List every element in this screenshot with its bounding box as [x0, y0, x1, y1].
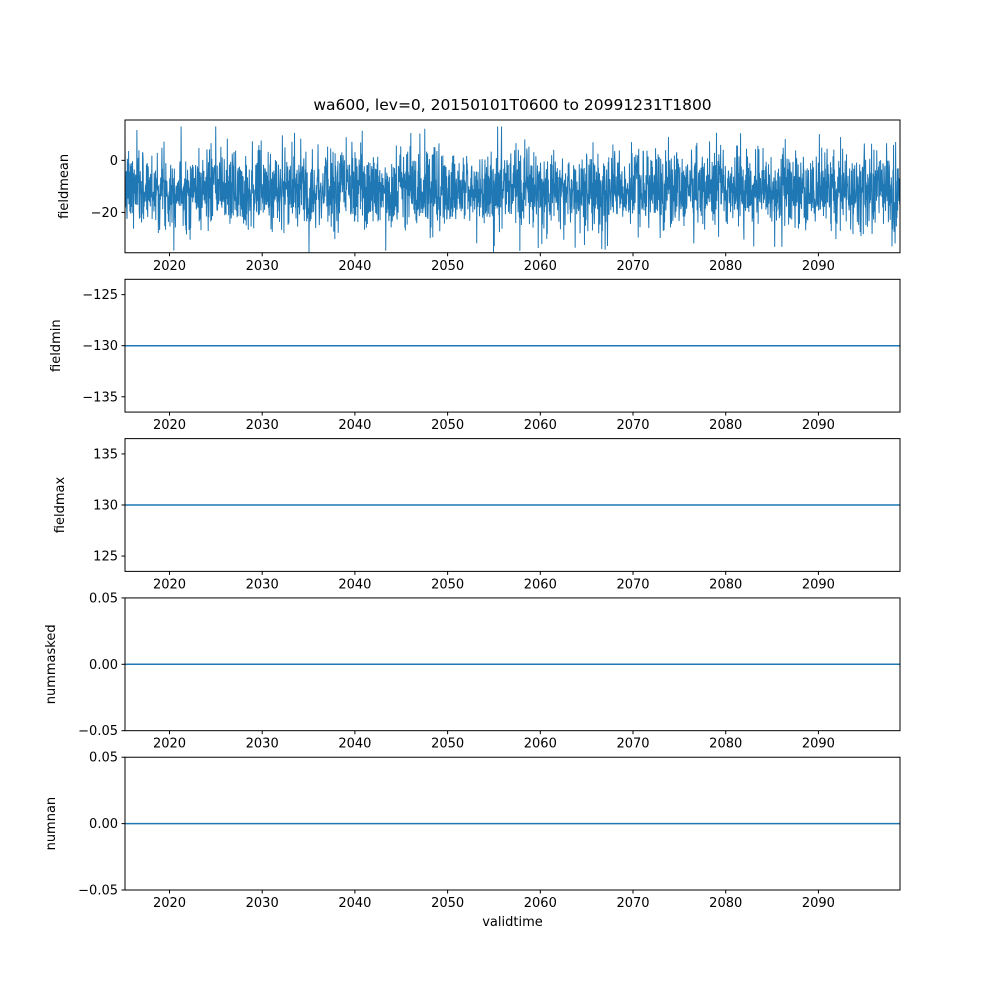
- x-tick-label: 2020: [153, 577, 186, 592]
- x-tick-label: 2080: [709, 737, 742, 752]
- x-tick-label: 2020: [153, 737, 186, 752]
- y-tick-label: 0: [110, 154, 118, 169]
- x-tick-label: 2060: [524, 737, 557, 752]
- x-tick-label: 2050: [431, 577, 464, 592]
- y-axis-label: fieldmean: [57, 154, 72, 219]
- x-tick-label: 2060: [524, 259, 557, 274]
- x-tick-label: 2060: [524, 577, 557, 592]
- x-tick-label: 2050: [431, 896, 464, 911]
- chart-title: wa600, lev=0, 20150101T0600 to 20991231T…: [313, 96, 712, 114]
- y-tick-label: −0.05: [78, 724, 118, 739]
- y-tick-label: 135: [93, 447, 118, 462]
- x-tick-label: 2090: [802, 259, 835, 274]
- y-axis-label: nummasked: [44, 624, 59, 704]
- x-tick-label: 2060: [524, 896, 557, 911]
- x-tick-label: 2090: [802, 896, 835, 911]
- y-tick-label: −125: [82, 288, 118, 303]
- x-tick-label: 2070: [616, 418, 649, 433]
- x-tick-label: 2090: [802, 737, 835, 752]
- x-tick-label: 2040: [338, 737, 371, 752]
- x-tick-label: 2080: [709, 577, 742, 592]
- y-tick-label: 0.00: [89, 817, 118, 832]
- y-tick-label: −135: [82, 390, 118, 405]
- x-axis-label: validtime: [482, 915, 543, 930]
- x-tick-label: 2090: [802, 418, 835, 433]
- x-tick-label: 2020: [153, 896, 186, 911]
- x-tick-label: 2030: [246, 737, 279, 752]
- y-tick-label: 0.00: [89, 658, 118, 673]
- x-tick-label: 2080: [709, 418, 742, 433]
- x-tick-label: 2030: [246, 418, 279, 433]
- x-tick-label: 2040: [338, 577, 371, 592]
- x-tick-label: 2040: [338, 259, 371, 274]
- x-tick-label: 2050: [431, 418, 464, 433]
- y-tick-label: 0.05: [89, 751, 118, 766]
- y-tick-label: −0.05: [78, 884, 118, 899]
- x-tick-label: 2050: [431, 737, 464, 752]
- x-tick-label: 2070: [616, 259, 649, 274]
- x-tick-label: 2080: [709, 259, 742, 274]
- axes-frame: [124, 119, 901, 254]
- x-tick-label: 2030: [246, 896, 279, 911]
- x-tick-label: 2030: [246, 577, 279, 592]
- y-tick-label: 130: [93, 499, 118, 514]
- x-tick-label: 2040: [338, 896, 371, 911]
- x-tick-label: 2020: [153, 259, 186, 274]
- x-tick-label: 2070: [616, 896, 649, 911]
- x-tick-label: 2030: [246, 259, 279, 274]
- y-axis-label: fieldmin: [49, 319, 64, 372]
- x-tick-label: 2080: [709, 896, 742, 911]
- x-tick-label: 2070: [616, 577, 649, 592]
- x-tick-label: 2050: [431, 259, 464, 274]
- y-tick-label: −20: [91, 206, 118, 221]
- y-tick-label: 0.05: [89, 591, 118, 606]
- y-axis-label: fieldmax: [53, 477, 68, 534]
- y-tick-label: −130: [82, 339, 118, 354]
- x-tick-label: 2090: [802, 577, 835, 592]
- y-axis-label: numnan: [44, 797, 59, 851]
- x-tick-label: 2040: [338, 418, 371, 433]
- y-tick-label: 125: [93, 550, 118, 565]
- x-tick-label: 2070: [616, 737, 649, 752]
- x-tick-label: 2020: [153, 418, 186, 433]
- series-line-noise: [124, 126, 901, 253]
- x-tick-label: 2060: [524, 418, 557, 433]
